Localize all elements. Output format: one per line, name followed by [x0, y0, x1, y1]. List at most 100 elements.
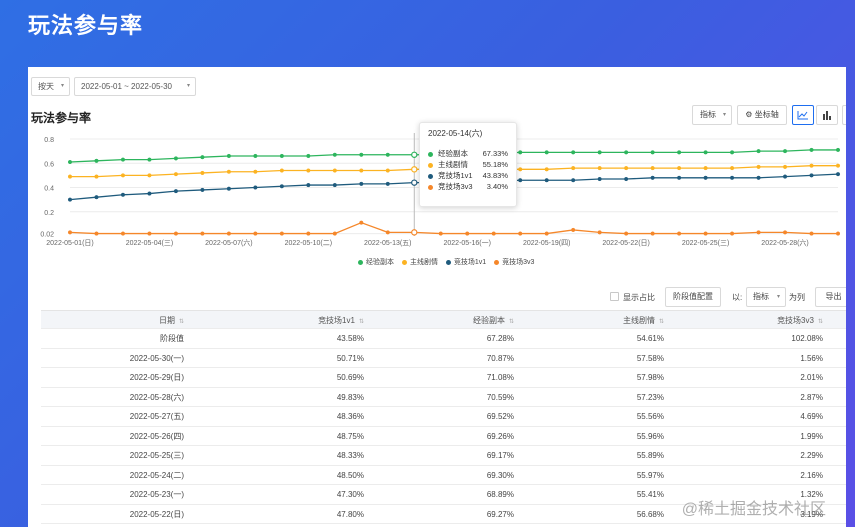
- legend-item[interactable]: 竞技场3v3: [494, 259, 534, 266]
- data-point: [253, 153, 258, 159]
- chevron-down-icon: ▾: [722, 112, 726, 118]
- data-point: [359, 220, 364, 225]
- granularity-select[interactable]: 按天 ▾: [31, 77, 70, 96]
- table-row: 2022-05-27(五) 48.36% 69.52% 55.56% 4.69%: [41, 407, 846, 427]
- sort-icon: ⇅: [817, 319, 823, 325]
- x-tick-label: 2022-05-10(二): [285, 240, 332, 247]
- data-point: [756, 164, 761, 169]
- data-point: [120, 157, 126, 162]
- tooltip-series-value: 43.83%: [482, 171, 508, 180]
- data-point: [332, 183, 337, 188]
- data-point: [306, 168, 311, 173]
- column-header-label: 经验副本: [472, 316, 505, 325]
- legend-dot-icon: [494, 259, 500, 265]
- tooltip-row: 主线剧情 55.18%: [428, 159, 508, 170]
- line-chart-toggle[interactable]: [792, 105, 814, 125]
- table-cell-value: 69.17%: [486, 451, 514, 460]
- column-header-arena-1v1[interactable]: 竞技场1v1 ⇅: [318, 311, 364, 332]
- data-point: [703, 231, 708, 236]
- table-cell-value: 55.96%: [636, 431, 664, 441]
- date-range-picker[interactable]: 2022-05-01 ~ 2022-05-30 ▾: [74, 77, 196, 96]
- data-point: [200, 187, 205, 192]
- chevron-down-icon: ▾: [60, 83, 64, 89]
- data-point: [544, 231, 549, 236]
- x-tick-label: 2022-05-22(日): [602, 239, 649, 247]
- data-point: [332, 168, 337, 173]
- table-cell-value: 2.01%: [800, 373, 823, 382]
- more-chart-toggle[interactable]: [842, 105, 846, 125]
- page-title: 玩法参与率: [28, 13, 144, 38]
- data-point: [67, 230, 73, 235]
- series-dot-icon: [428, 173, 433, 179]
- table-cell-value: 70.87%: [486, 353, 514, 363]
- stage-config-button[interactable]: 阶段值配置: [665, 287, 721, 307]
- legend-item[interactable]: 竞技场1v1: [445, 259, 486, 266]
- data-point: [359, 181, 364, 186]
- table-cell-value: 50.71%: [336, 353, 364, 363]
- tooltip-date: 2022-05-14(六): [428, 129, 483, 138]
- data-point: [279, 231, 284, 236]
- data-point: [147, 191, 152, 196]
- data-point: [411, 179, 418, 186]
- table-cell-value: 1.32%: [800, 490, 823, 499]
- axis-settings-label: 坐标轴: [754, 110, 779, 119]
- data-point: [677, 231, 682, 236]
- table-cell-date: 2022-05-29(日): [129, 373, 184, 382]
- table-cell-value: 68.89%: [486, 490, 514, 499]
- table-cell-value: 4.69%: [800, 412, 823, 421]
- data-point: [173, 156, 178, 161]
- export-button[interactable]: 导出: [815, 287, 846, 307]
- data-point: [385, 152, 390, 157]
- y-tick-label: 0.2: [44, 210, 54, 217]
- line-chart-icon: [797, 111, 808, 120]
- x-tick-label: 2022-05-19(四): [523, 239, 570, 247]
- table-cell-value: 2.16%: [800, 470, 823, 480]
- column-header-arena-3v3[interactable]: 竞技场3v3 ⇅: [777, 311, 823, 332]
- data-point: [650, 166, 655, 171]
- data-point: [226, 231, 231, 236]
- table-cell-value: 67.28%: [486, 334, 514, 343]
- legend-item[interactable]: 主线剧情: [401, 259, 438, 266]
- column-header-main-story[interactable]: 主线剧情 ⇅: [623, 311, 664, 332]
- bar-chart-toggle[interactable]: [816, 105, 838, 125]
- table-cell-value: 71.08%: [486, 373, 514, 382]
- pivot-select-value: 指标: [753, 292, 769, 301]
- data-point: [306, 231, 311, 236]
- data-point: [226, 153, 231, 159]
- data-point: [306, 183, 311, 188]
- data-point: [306, 153, 311, 159]
- data-point: [491, 231, 496, 236]
- table-cell-value: 1.99%: [800, 431, 823, 441]
- table-row: 2022-05-24(二) 48.50% 69.30% 55.97% 2.16%: [41, 466, 846, 485]
- data-point: [544, 167, 549, 172]
- tooltip-series-value: 55.18%: [482, 160, 508, 169]
- data-point: [279, 153, 284, 159]
- data-point: [332, 152, 337, 157]
- metric-select-button[interactable]: 指标 ▾: [692, 105, 732, 125]
- legend-item[interactable]: 经验副本: [358, 259, 394, 266]
- data-point: [147, 231, 152, 236]
- column-header-date[interactable]: 日期 ⇅: [159, 311, 184, 332]
- column-header-exp-dungeon[interactable]: 经验副本 ⇅: [473, 311, 514, 332]
- table-cell-value: 69.30%: [486, 470, 514, 480]
- data-point: [411, 229, 418, 236]
- data-point: [359, 152, 364, 157]
- pivot-by-label: 以:: [732, 293, 743, 302]
- show-ratio-checkbox[interactable]: [610, 292, 619, 301]
- pivot-select[interactable]: 指标 ▾: [746, 287, 786, 307]
- table-row: 阶段值 43.58% 67.28% 54.61% 102.08%: [41, 329, 846, 349]
- sort-icon: ⇅: [508, 319, 514, 325]
- data-point: [730, 150, 735, 155]
- x-tick-label: 2022-05-07(六): [205, 238, 252, 247]
- data-point: [597, 166, 602, 171]
- table-cell-value: 69.27%: [486, 509, 514, 519]
- data-point: [624, 150, 629, 155]
- data-point: [571, 227, 576, 232]
- data-point: [809, 231, 814, 236]
- chart-legend: 经验副本 主线剧情 竞技场1v1 竞技场3v3: [358, 257, 540, 267]
- data-point: [597, 176, 602, 182]
- axis-settings-button[interactable]: ⚙ 坐标轴: [737, 105, 787, 125]
- sort-icon: ⇅: [658, 319, 664, 325]
- data-point: [465, 231, 470, 236]
- x-tick-label: 2022-05-16(一): [444, 240, 491, 247]
